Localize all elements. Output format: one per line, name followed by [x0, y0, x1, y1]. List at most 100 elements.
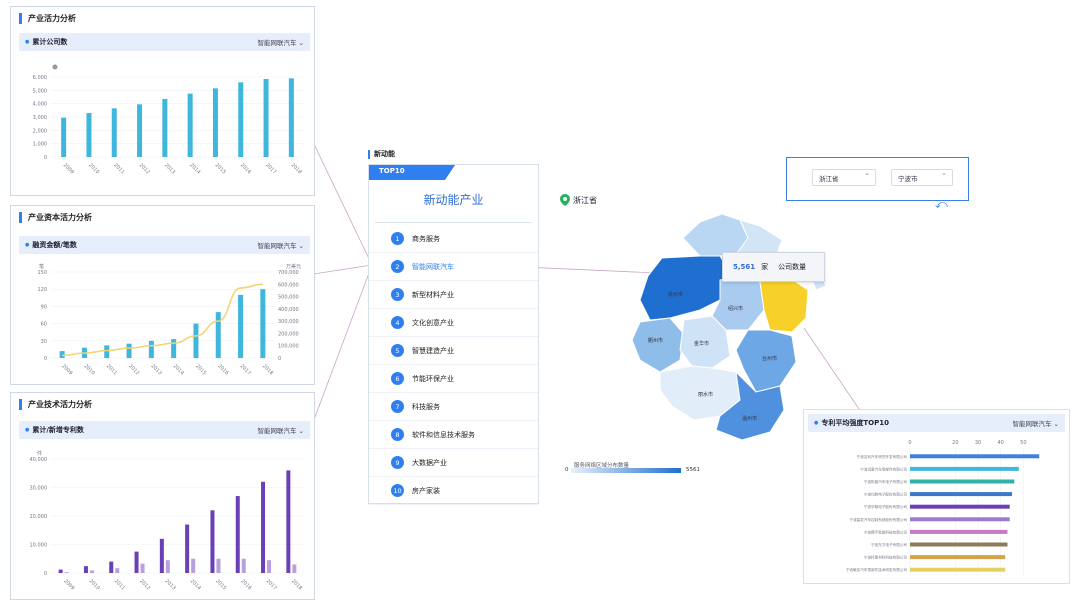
bar[interactable] — [109, 561, 114, 573]
bar[interactable] — [910, 517, 1010, 522]
bar[interactable] — [111, 108, 117, 157]
map-legend-title: 服务网络区域分布数量 — [574, 463, 630, 469]
map-region-label: 衢州市 — [648, 337, 663, 344]
y-tick-label: 宁波敏实汽车零部件技术研发有限公司 — [846, 567, 907, 572]
x-tick-label: 30 — [975, 440, 981, 446]
bar[interactable] — [235, 496, 240, 573]
bar[interactable] — [292, 564, 297, 573]
province-name: 浙江省 — [573, 195, 597, 205]
bar[interactable] — [910, 542, 1008, 547]
panel-title: 产业资本活力分析 — [11, 206, 314, 228]
bar[interactable] — [210, 510, 215, 573]
bar[interactable] — [185, 524, 190, 573]
bar[interactable] — [910, 567, 1006, 572]
bar[interactable] — [83, 566, 88, 573]
bar[interactable] — [910, 466, 1019, 471]
bar[interactable] — [238, 294, 244, 358]
industry-list-item[interactable]: 4 文化创意产业 — [369, 309, 538, 337]
industry-list-item[interactable]: 8 软件和信息技术服务 — [369, 421, 538, 449]
rank-badge: 5 — [391, 344, 404, 357]
bar[interactable] — [260, 289, 266, 358]
industry-list-item[interactable]: 3 新型材料产业 — [369, 281, 538, 309]
bar[interactable] — [212, 88, 218, 157]
section-label: 新动能 — [368, 149, 395, 159]
industry-list-item[interactable]: 5 智慧建造产业 — [369, 337, 538, 365]
bar[interactable] — [215, 312, 221, 358]
back-arrow-icon[interactable]: ⤺ — [935, 197, 948, 211]
bar[interactable] — [263, 79, 269, 157]
map-region-huzhou[interactable] — [682, 213, 749, 257]
province-select[interactable]: 浙江省 — [812, 169, 876, 186]
bar[interactable] — [162, 99, 168, 157]
bar[interactable] — [89, 570, 94, 573]
bar[interactable] — [104, 345, 110, 358]
industry-select[interactable]: 智能网联汽车 ⌄ — [257, 242, 304, 250]
bar[interactable] — [187, 93, 193, 157]
bar[interactable] — [126, 343, 132, 358]
map-region-jinhua[interactable] — [679, 315, 731, 369]
bar[interactable] — [910, 492, 1012, 497]
industry-list-item[interactable]: 6 节能环保产业 — [369, 365, 538, 393]
bar[interactable] — [159, 538, 164, 573]
bar[interactable] — [165, 560, 170, 573]
y-tick-label: 120 — [37, 287, 47, 293]
bar[interactable] — [61, 117, 67, 157]
bar[interactable] — [910, 529, 1008, 534]
industry-list-item[interactable]: 7 科技服务 — [369, 393, 538, 421]
industry-list-item[interactable]: 10 房产家装 — [369, 477, 538, 505]
y2-tick-label: 500,000 — [278, 295, 299, 301]
bar[interactable] — [238, 82, 244, 157]
y-tick-label: 150 — [37, 270, 47, 276]
patent-strength-panel: 专利平均强度TOP10 智能网联汽车 ⌄ 0 20 30 40 50 宁波吉利汽车研究开发… — [803, 409, 1070, 584]
chart-header: 累计公司数 智能网联汽车 ⌄ — [19, 33, 310, 51]
y-tick-label: 2,000 — [33, 128, 47, 134]
bar[interactable] — [86, 113, 92, 157]
bar[interactable] — [58, 569, 63, 573]
bar[interactable] — [241, 558, 246, 573]
bar[interactable] — [115, 568, 120, 573]
industry-label: 大数据产业 — [412, 458, 447, 467]
bar[interactable] — [261, 481, 266, 573]
bar[interactable] — [288, 78, 294, 157]
map-region-wenzhou[interactable] — [715, 370, 785, 441]
y-tick-label: 宁波华翔电子股份有限公司 — [864, 504, 908, 509]
chart-title: 累计公司数 — [25, 37, 257, 47]
bar[interactable] — [191, 558, 196, 573]
y-tick-label: 40,000 — [30, 457, 48, 463]
bar[interactable] — [137, 104, 143, 157]
bar[interactable] — [910, 504, 1010, 509]
bar[interactable] — [59, 351, 65, 358]
bar[interactable] — [216, 558, 221, 573]
bar[interactable] — [910, 555, 1006, 560]
bar[interactable] — [140, 563, 145, 573]
map-region-shaoxing[interactable] — [711, 275, 765, 331]
industry-list: 1 商务服务 2 智能网联汽车 3 新型材料产业 4 文化创意产业 5 智慧建造产业 6 节能环保产业… — [369, 225, 538, 505]
chevron-down-icon: ⌄ — [298, 39, 304, 47]
bar[interactable] — [64, 572, 69, 573]
bar[interactable] — [267, 560, 272, 573]
bar[interactable] — [910, 479, 1015, 484]
bar[interactable] — [134, 551, 139, 573]
bar[interactable] — [148, 340, 154, 358]
bar[interactable] — [286, 470, 291, 573]
divider — [375, 222, 532, 223]
y-axis-unit: 件 — [37, 450, 42, 457]
bar[interactable] — [910, 454, 1040, 459]
city-select[interactable]: 宁波市 — [891, 169, 953, 186]
industry-select[interactable]: 智能网联汽车 ⌄ — [257, 427, 304, 435]
map-region-label: 金华市 — [694, 340, 709, 347]
x-tick-label: 20 — [952, 440, 958, 446]
bar[interactable] — [193, 323, 199, 358]
industry-list-item[interactable]: 9 大数据产业 — [369, 449, 538, 477]
bar[interactable] — [171, 339, 177, 358]
map-region-ningbo[interactable] — [759, 277, 809, 333]
map-region-hangzhou[interactable] — [639, 255, 733, 321]
x-tick-label: 50 — [1020, 440, 1026, 446]
industry-list-item[interactable]: 1 商务服务 — [369, 225, 538, 253]
industry-select[interactable]: 智能网联汽车 ⌄ — [257, 39, 304, 47]
industry-list-item[interactable]: 2 智能网联汽车 — [369, 253, 538, 281]
industry-select[interactable]: 智能网联汽车 ⌄ — [1012, 420, 1059, 428]
y2-tick-label: 0 — [278, 356, 281, 362]
rank-badge: 7 — [391, 400, 404, 413]
map-region-quzhou[interactable] — [631, 317, 685, 373]
